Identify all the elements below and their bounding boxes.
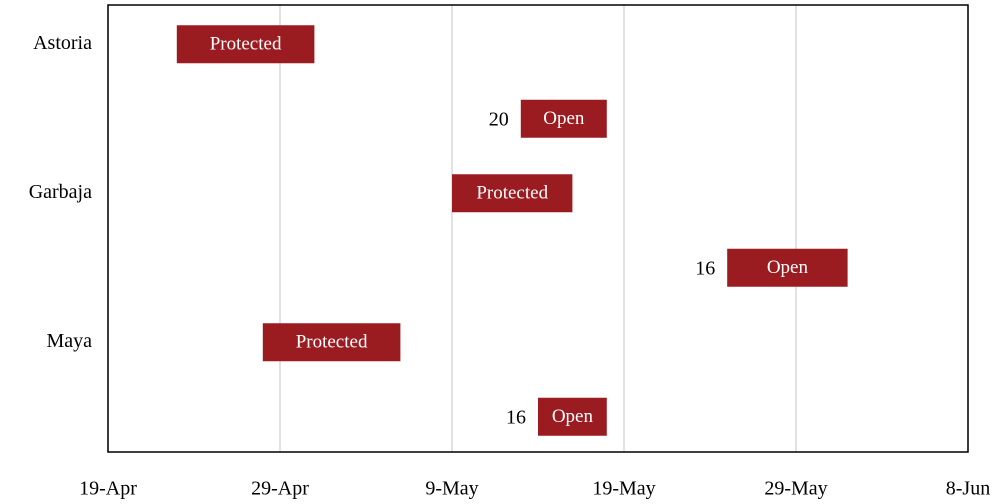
bar-label: Protected <box>296 332 368 353</box>
bar <box>262 323 401 362</box>
x-tick-label: 19-May <box>592 478 655 500</box>
value-label: 20 <box>489 108 509 130</box>
bar-label: Protected <box>210 34 282 55</box>
y-tick-label: Astoria <box>33 32 92 54</box>
y-tick-label: Maya <box>46 330 92 352</box>
value-label: 16 <box>695 257 715 279</box>
bar <box>538 397 607 436</box>
bar <box>727 248 848 287</box>
x-tick-label: 29-May <box>764 478 827 500</box>
bar-label: Open <box>552 406 594 427</box>
bar <box>176 25 315 64</box>
bar-label: Protected <box>476 183 548 204</box>
bar-label: Open <box>767 257 809 278</box>
plot-frame <box>107 4 969 453</box>
x-tick-label: 19-Apr <box>79 478 137 500</box>
bar <box>520 99 607 138</box>
x-tick-label: 8-Jun <box>946 478 990 500</box>
x-tick-label: 29-Apr <box>251 478 309 500</box>
x-tick-label: 9-May <box>425 478 478 500</box>
value-label: 16 <box>506 406 526 428</box>
y-tick-label: Garbaja <box>29 181 92 203</box>
bar-label: Open <box>543 108 585 129</box>
bar <box>452 174 573 213</box>
